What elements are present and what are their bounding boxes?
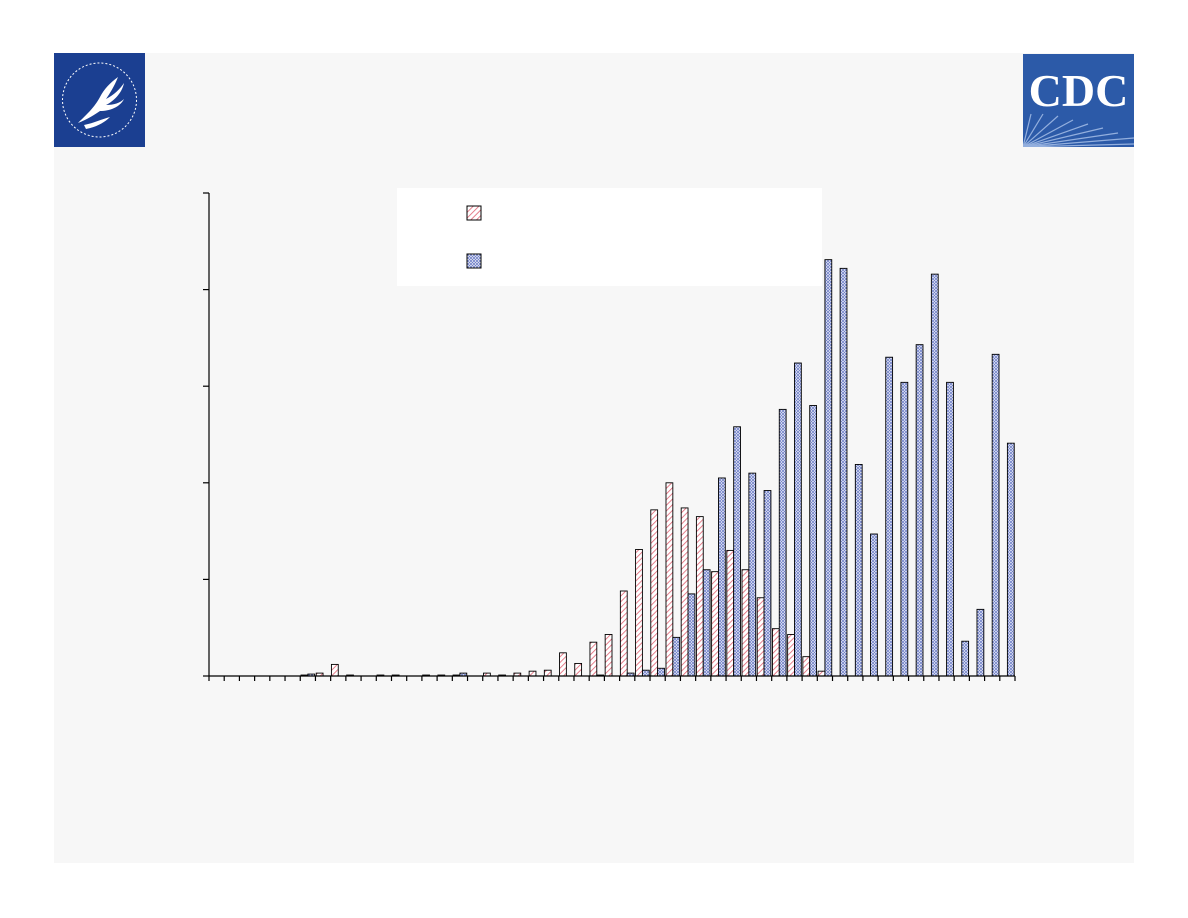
bar-series-2-32 <box>687 593 696 677</box>
bar-series-1-35 <box>726 549 735 677</box>
bar-series-1-30 <box>650 509 659 677</box>
bar-series-1-26 <box>589 641 598 677</box>
bar-series-1-33 <box>695 516 704 677</box>
bar-series-1-24 <box>559 652 567 677</box>
bar-series-2-39 <box>794 362 802 677</box>
bar-series-1-29 <box>635 549 643 677</box>
bar-series-2-30 <box>657 667 665 677</box>
bar-series-2-29 <box>641 669 650 677</box>
bar-series-2-34 <box>718 477 726 677</box>
bar-series-2-52 <box>991 353 1000 677</box>
bar-series-1-9 <box>330 663 339 677</box>
bar-series-1-32 <box>680 507 689 677</box>
chart-legend <box>397 188 822 286</box>
bar-series-2-49 <box>946 381 954 677</box>
bar-series-1-39 <box>787 634 795 677</box>
hhs-eagle-seal-icon <box>54 53 145 147</box>
legend-box <box>397 188 822 286</box>
chart-axes <box>203 192 1016 681</box>
bar-series-1-28 <box>619 590 628 677</box>
cdc-logo-text: CDC <box>1029 65 1129 116</box>
bar-series-2-33 <box>702 569 711 677</box>
bar-series-1-23 <box>543 669 552 677</box>
bar-series-2-31 <box>672 636 681 677</box>
bar-series-2-40 <box>809 405 817 677</box>
bar-series-2-53 <box>1006 442 1015 677</box>
bar-series-1-37 <box>756 597 765 677</box>
bar-series-2-36 <box>748 472 757 677</box>
cdc-logo-icon: CDC <box>1023 54 1134 147</box>
bar-series-1-34 <box>711 571 719 677</box>
bar-series-2-35 <box>733 426 741 677</box>
legend-swatch-series-2 <box>466 253 482 269</box>
bar-series-2-37 <box>763 490 772 677</box>
bar-series-2-45 <box>885 356 894 677</box>
bar-series-1-38 <box>771 628 780 677</box>
bar-series-2-50 <box>961 640 970 677</box>
bar-series-1-22 <box>528 670 537 677</box>
bar-series-2-44 <box>870 533 878 677</box>
bar-series-2-47 <box>915 344 924 677</box>
bar-series-1-40 <box>802 656 811 677</box>
bar-series-1-36 <box>741 569 750 677</box>
bar-series-1-27 <box>604 634 613 677</box>
chart-bars <box>300 259 1015 677</box>
bar-series-1-31 <box>665 482 674 677</box>
bar-series-2-48 <box>930 273 939 677</box>
bar-series-2-41 <box>824 259 833 677</box>
bar-series-2-42 <box>839 267 848 677</box>
bar-series-2-46 <box>900 381 909 677</box>
bar-series-2-51 <box>976 608 985 677</box>
bar-series-2-38 <box>778 408 787 677</box>
bar-series-2-43 <box>854 464 863 677</box>
bar-series-1-41 <box>817 670 826 677</box>
legend-swatch-series-1 <box>466 205 482 221</box>
bar-series-1-25 <box>574 662 583 677</box>
